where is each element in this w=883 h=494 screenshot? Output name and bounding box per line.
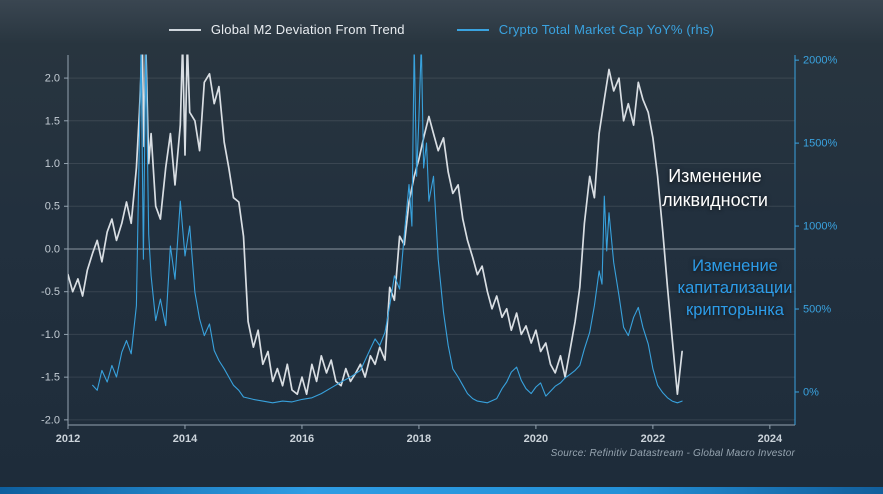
- x-axis-tick-label: 2016: [290, 433, 314, 445]
- x-axis-tick-label: 2020: [524, 433, 548, 445]
- y-axis-tick-label-right: 2000%: [803, 55, 837, 67]
- annotation-liquidity: Изменение ликвидности: [662, 166, 768, 210]
- y-axis-tick-label-left: -1.0: [41, 329, 60, 341]
- y-axis-tick-label-left: 1.5: [45, 115, 60, 127]
- annotation-crypto-cap: Изменение капитализации крипторынка: [677, 257, 793, 319]
- legend-label-crypto: Crypto Total Market Cap YoY% (rhs): [498, 22, 715, 37]
- x-axis-tick-label: 2014: [173, 433, 198, 445]
- bottom-accent-bar: [0, 487, 883, 494]
- series-line-m2: [68, 54, 683, 396]
- legend-item-m2: Global M2 Deviation From Trend: [168, 22, 405, 37]
- x-axis-tick-label: 2022: [641, 433, 665, 445]
- y-axis-tick-label-right: 1000%: [803, 221, 837, 233]
- legend-label-m2: Global M2 Deviation From Trend: [210, 22, 405, 37]
- legend-line-swatch-m2: [168, 28, 201, 31]
- series-line-crypto: [92, 54, 683, 404]
- y-axis-tick-label-left: -2.0: [41, 414, 60, 426]
- y-axis-tick-label-left: 0.0: [45, 243, 60, 255]
- y-axis-tick-label-right: 0%: [803, 386, 819, 398]
- y-axis-tick-label-left: 2.0: [45, 73, 60, 85]
- y-axis-tick-label-left: 1.0: [45, 158, 60, 170]
- y-axis-tick-label-right: 500%: [803, 304, 831, 316]
- x-axis-tick-label: 2024: [758, 433, 783, 445]
- y-axis-tick-label-left: 0.5: [45, 201, 60, 213]
- y-axis-tick-label-left: -1.5: [41, 372, 60, 384]
- legend-item-crypto: Crypto Total Market Cap YoY% (rhs): [456, 22, 715, 37]
- x-axis-tick-label: 2018: [407, 433, 431, 445]
- y-axis-tick-label-left: -0.5: [41, 286, 60, 298]
- chart-legend: Global M2 Deviation From Trend Crypto To…: [0, 22, 883, 37]
- y-axis-tick-label-right: 1500%: [803, 138, 837, 150]
- source-credit: Source: Refinitiv Datastream - Global Ma…: [550, 448, 795, 459]
- x-axis-tick-label: 2012: [56, 433, 80, 445]
- legend-line-swatch-crypto: [456, 28, 489, 31]
